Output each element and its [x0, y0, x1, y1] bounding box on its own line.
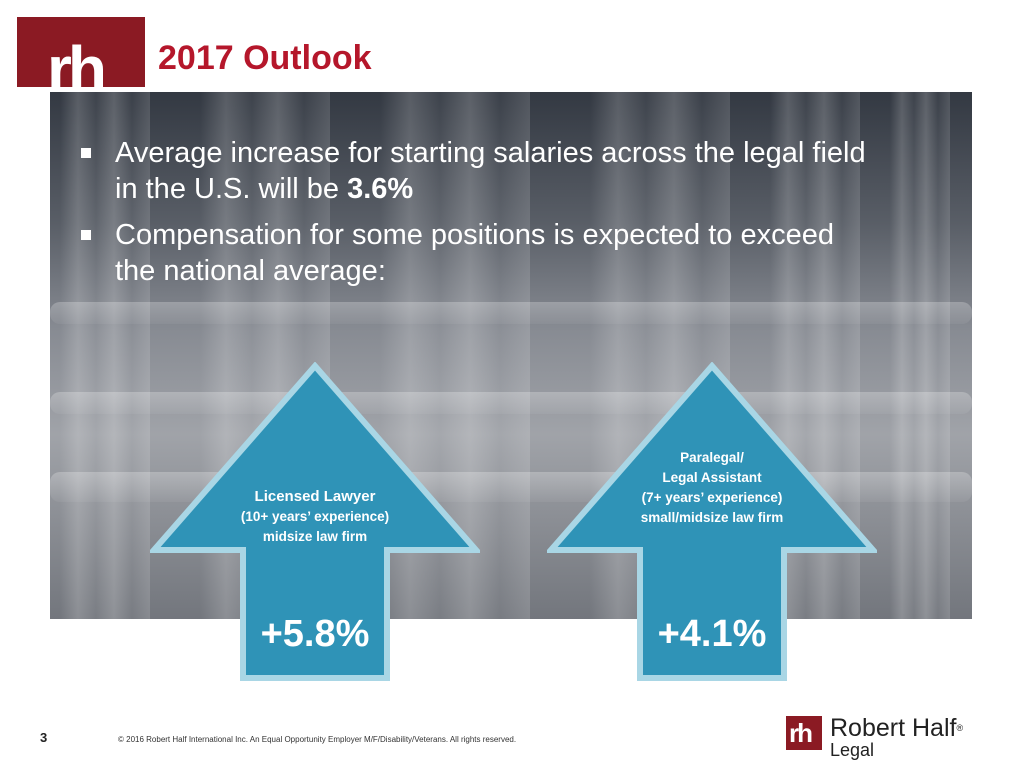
up-arrow-icon	[547, 362, 877, 681]
arrow-label-line: Licensed Lawyer	[254, 488, 376, 505]
bullet-text: Average increase for starting salaries a…	[115, 137, 866, 205]
footer-logo-rh: rh	[789, 718, 813, 748]
square-bullet-icon	[81, 230, 91, 240]
arrow-label: Paralegal/ Legal Assistant (7+ years’ ex…	[547, 448, 877, 528]
robert-half-legal-logo: rh Robert Half® Legal	[786, 712, 986, 762]
up-arrow-icon	[150, 362, 480, 681]
arrow-label-line: Legal Assistant	[662, 470, 762, 485]
rh-logo: rh	[34, 33, 107, 105]
bullet-item: Compensation for some positions is expec…	[78, 217, 878, 289]
brand-name: Robert Half®	[830, 714, 963, 742]
bullet-text: Compensation for some positions is expec…	[115, 219, 834, 287]
registered-mark: ®	[956, 723, 964, 733]
copyright-text: © 2016 Robert Half International Inc. An…	[118, 735, 517, 744]
arrow-label: Licensed Lawyer (10+ years’ experience) …	[150, 487, 480, 547]
arrow-value: +5.8%	[260, 613, 370, 655]
arrow-label-line: small/midsize law firm	[640, 510, 784, 525]
bullet-list: Average increase for starting salaries a…	[78, 135, 878, 299]
arrow-label-line: midsize law firm	[262, 529, 368, 544]
square-bullet-icon	[81, 148, 91, 158]
arrow-label-line: (10+ years’ experience)	[240, 509, 390, 524]
bullet-highlight: 3.6%	[347, 173, 414, 205]
arrow-value: +4.1%	[657, 613, 767, 655]
arrow-label-line: (7+ years’ experience)	[641, 490, 783, 505]
footer-logo-mark: rh	[786, 716, 822, 750]
arrow-label-line: Paralegal/	[680, 450, 744, 465]
page-number: 3	[40, 730, 48, 745]
header-logo-block: rh	[17, 17, 145, 101]
brand-subtitle: Legal	[830, 740, 875, 760]
bullet-item: Average increase for starting salaries a…	[78, 135, 878, 207]
brand-name-text: Robert Half	[830, 714, 957, 742]
arrow-paralegal: Paralegal/ Legal Assistant (7+ years’ ex…	[547, 362, 877, 682]
page-title: 2017 Outlook	[158, 39, 372, 77]
arrow-licensed-lawyer: Licensed Lawyer (10+ years’ experience) …	[150, 362, 480, 682]
